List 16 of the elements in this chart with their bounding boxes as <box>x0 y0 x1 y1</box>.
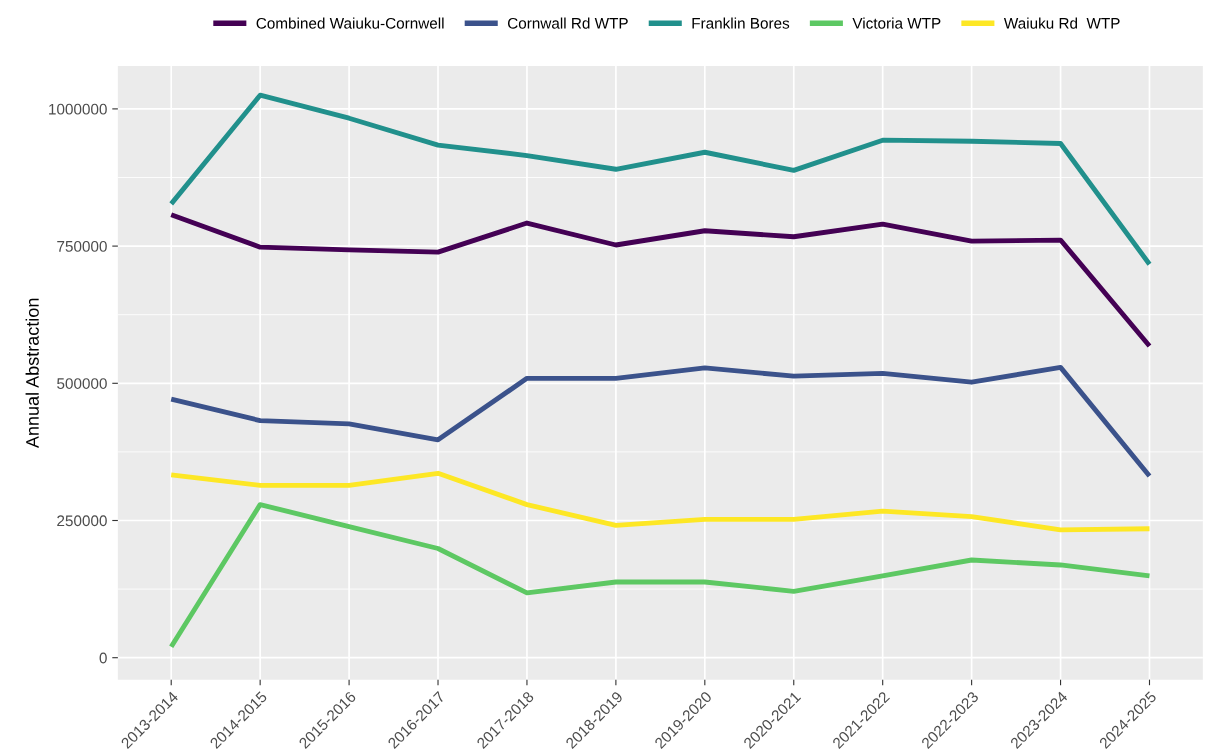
legend-label: Combined Waiuku-Cornwell <box>256 17 444 29</box>
line-series <box>168 92 1152 267</box>
legend-label: Waiuku Rd WTP <box>1003 17 1120 29</box>
y-tick-label: 0 <box>99 652 107 664</box>
legend-label: Cornwall Rd WTP <box>507 17 628 29</box>
legend-label: Victoria WTP <box>852 17 941 29</box>
y-tick-label: 500000 <box>57 378 107 389</box>
line-series <box>168 502 1152 650</box>
legend-label: Franklin Bores <box>692 17 790 29</box>
line-series <box>168 470 1152 533</box>
line-series <box>168 364 1152 479</box>
y-tick-label: 1000000 <box>49 103 107 115</box>
line-series <box>168 212 1152 349</box>
y-tick-label: 750000 <box>57 240 107 252</box>
y-tick-label: 250000 <box>57 515 107 527</box>
y-axis-title: Annual Abstraction <box>25 298 39 449</box>
